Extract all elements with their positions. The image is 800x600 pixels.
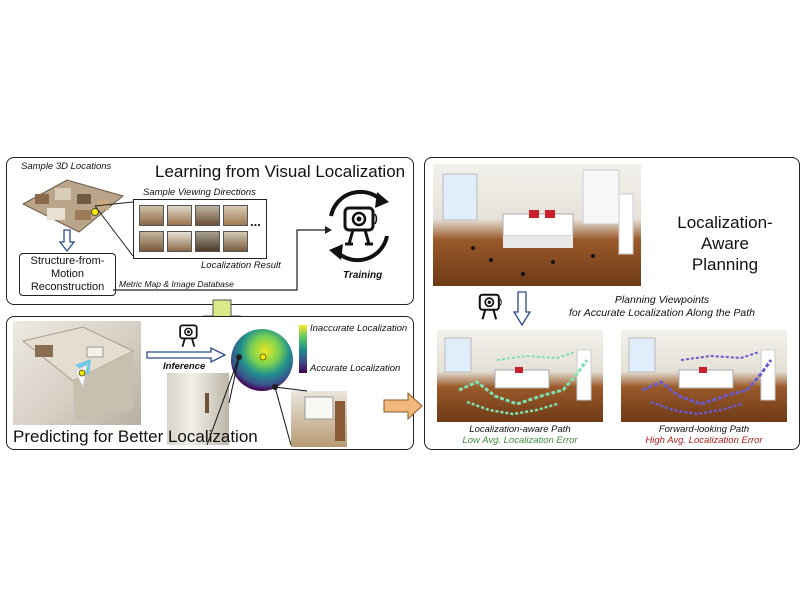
localization-result-label: Localization Result	[201, 260, 281, 271]
right-arrow-icon	[383, 391, 423, 421]
robot-camera-icon	[343, 206, 378, 246]
viewing-directions-box: ...	[133, 199, 267, 259]
sfm-line3: Reconstruction	[30, 281, 105, 293]
right-path-subcaption: High Avg. Localization Error	[645, 435, 763, 446]
view-thumb	[195, 231, 220, 252]
localization-aware-path-image	[437, 330, 603, 422]
down-arrow-icon	[58, 229, 76, 253]
metric-map-label: Metric Map & Image Database	[119, 279, 234, 289]
room-3d-view	[13, 321, 141, 425]
left-path-caption: Localization-aware Path	[469, 424, 571, 435]
view-thumb	[139, 231, 164, 252]
sample-directions-label: Sample Viewing Directions	[143, 187, 256, 198]
view-thumb	[195, 205, 220, 226]
view-thumb	[139, 205, 164, 226]
view-thumb	[167, 231, 192, 252]
predicting-title: Predicting for Better Localization	[13, 427, 258, 446]
view-thumb	[223, 231, 248, 252]
sphere-to-photo-lines	[206, 356, 308, 446]
view-photo-door	[167, 373, 229, 445]
viewpoints-line2: for Accurate Localization Along the Path	[568, 307, 755, 319]
sfm-box: Structure-from- Motion Reconstruction	[19, 253, 116, 296]
accurate-label: Accurate Localization	[310, 363, 401, 374]
planning-title-line1: Localization-Aware	[677, 213, 773, 253]
robot-camera-icon	[179, 324, 198, 347]
planning-title-line2: Planning	[691, 255, 759, 274]
sfm-line2: Motion	[50, 268, 85, 280]
right-path-caption: Forward-looking Path	[658, 424, 750, 435]
down-arrow-icon	[512, 291, 532, 327]
right-arrow-icon	[146, 346, 227, 364]
view-photo-window	[291, 391, 347, 447]
localization-sphere-icon	[231, 329, 293, 391]
view-thumb	[167, 205, 192, 226]
inference-label: Inference	[163, 361, 206, 372]
training-cycle-icon	[329, 189, 389, 263]
sample-locations-label: Sample 3D Locations	[21, 161, 112, 172]
left-path-subcaption: Low Avg. Localization Error	[462, 435, 578, 446]
colorbar-icon	[299, 325, 307, 373]
learning-panel: Sample 3D Locations Learning from Visual…	[6, 157, 414, 305]
inaccurate-label: Inaccurate Localization	[310, 323, 408, 334]
training-label: Training	[343, 270, 383, 281]
robot-camera-icon	[478, 293, 502, 320]
view-thumb	[223, 205, 248, 226]
forward-looking-path-image	[621, 330, 787, 422]
planning-title: Localization-Aware Planning	[655, 212, 795, 275]
learning-title: Learning from Visual Localization	[155, 162, 406, 181]
sfm-line1: Structure-from-	[30, 255, 105, 267]
ellipsis-text: ...	[250, 214, 261, 229]
planning-panel: Localization-Aware Planning Planning Vie…	[424, 157, 800, 450]
viewpoints-line1: Planning Viewpoints	[614, 294, 710, 306]
living-room-image	[433, 164, 641, 286]
connector-lines	[94, 201, 332, 291]
viewpoints-text: Planning Viewpoints for Accurate Localiz…	[537, 294, 787, 320]
predicting-panel: Inference Inaccurate Localization Accura…	[6, 316, 414, 450]
